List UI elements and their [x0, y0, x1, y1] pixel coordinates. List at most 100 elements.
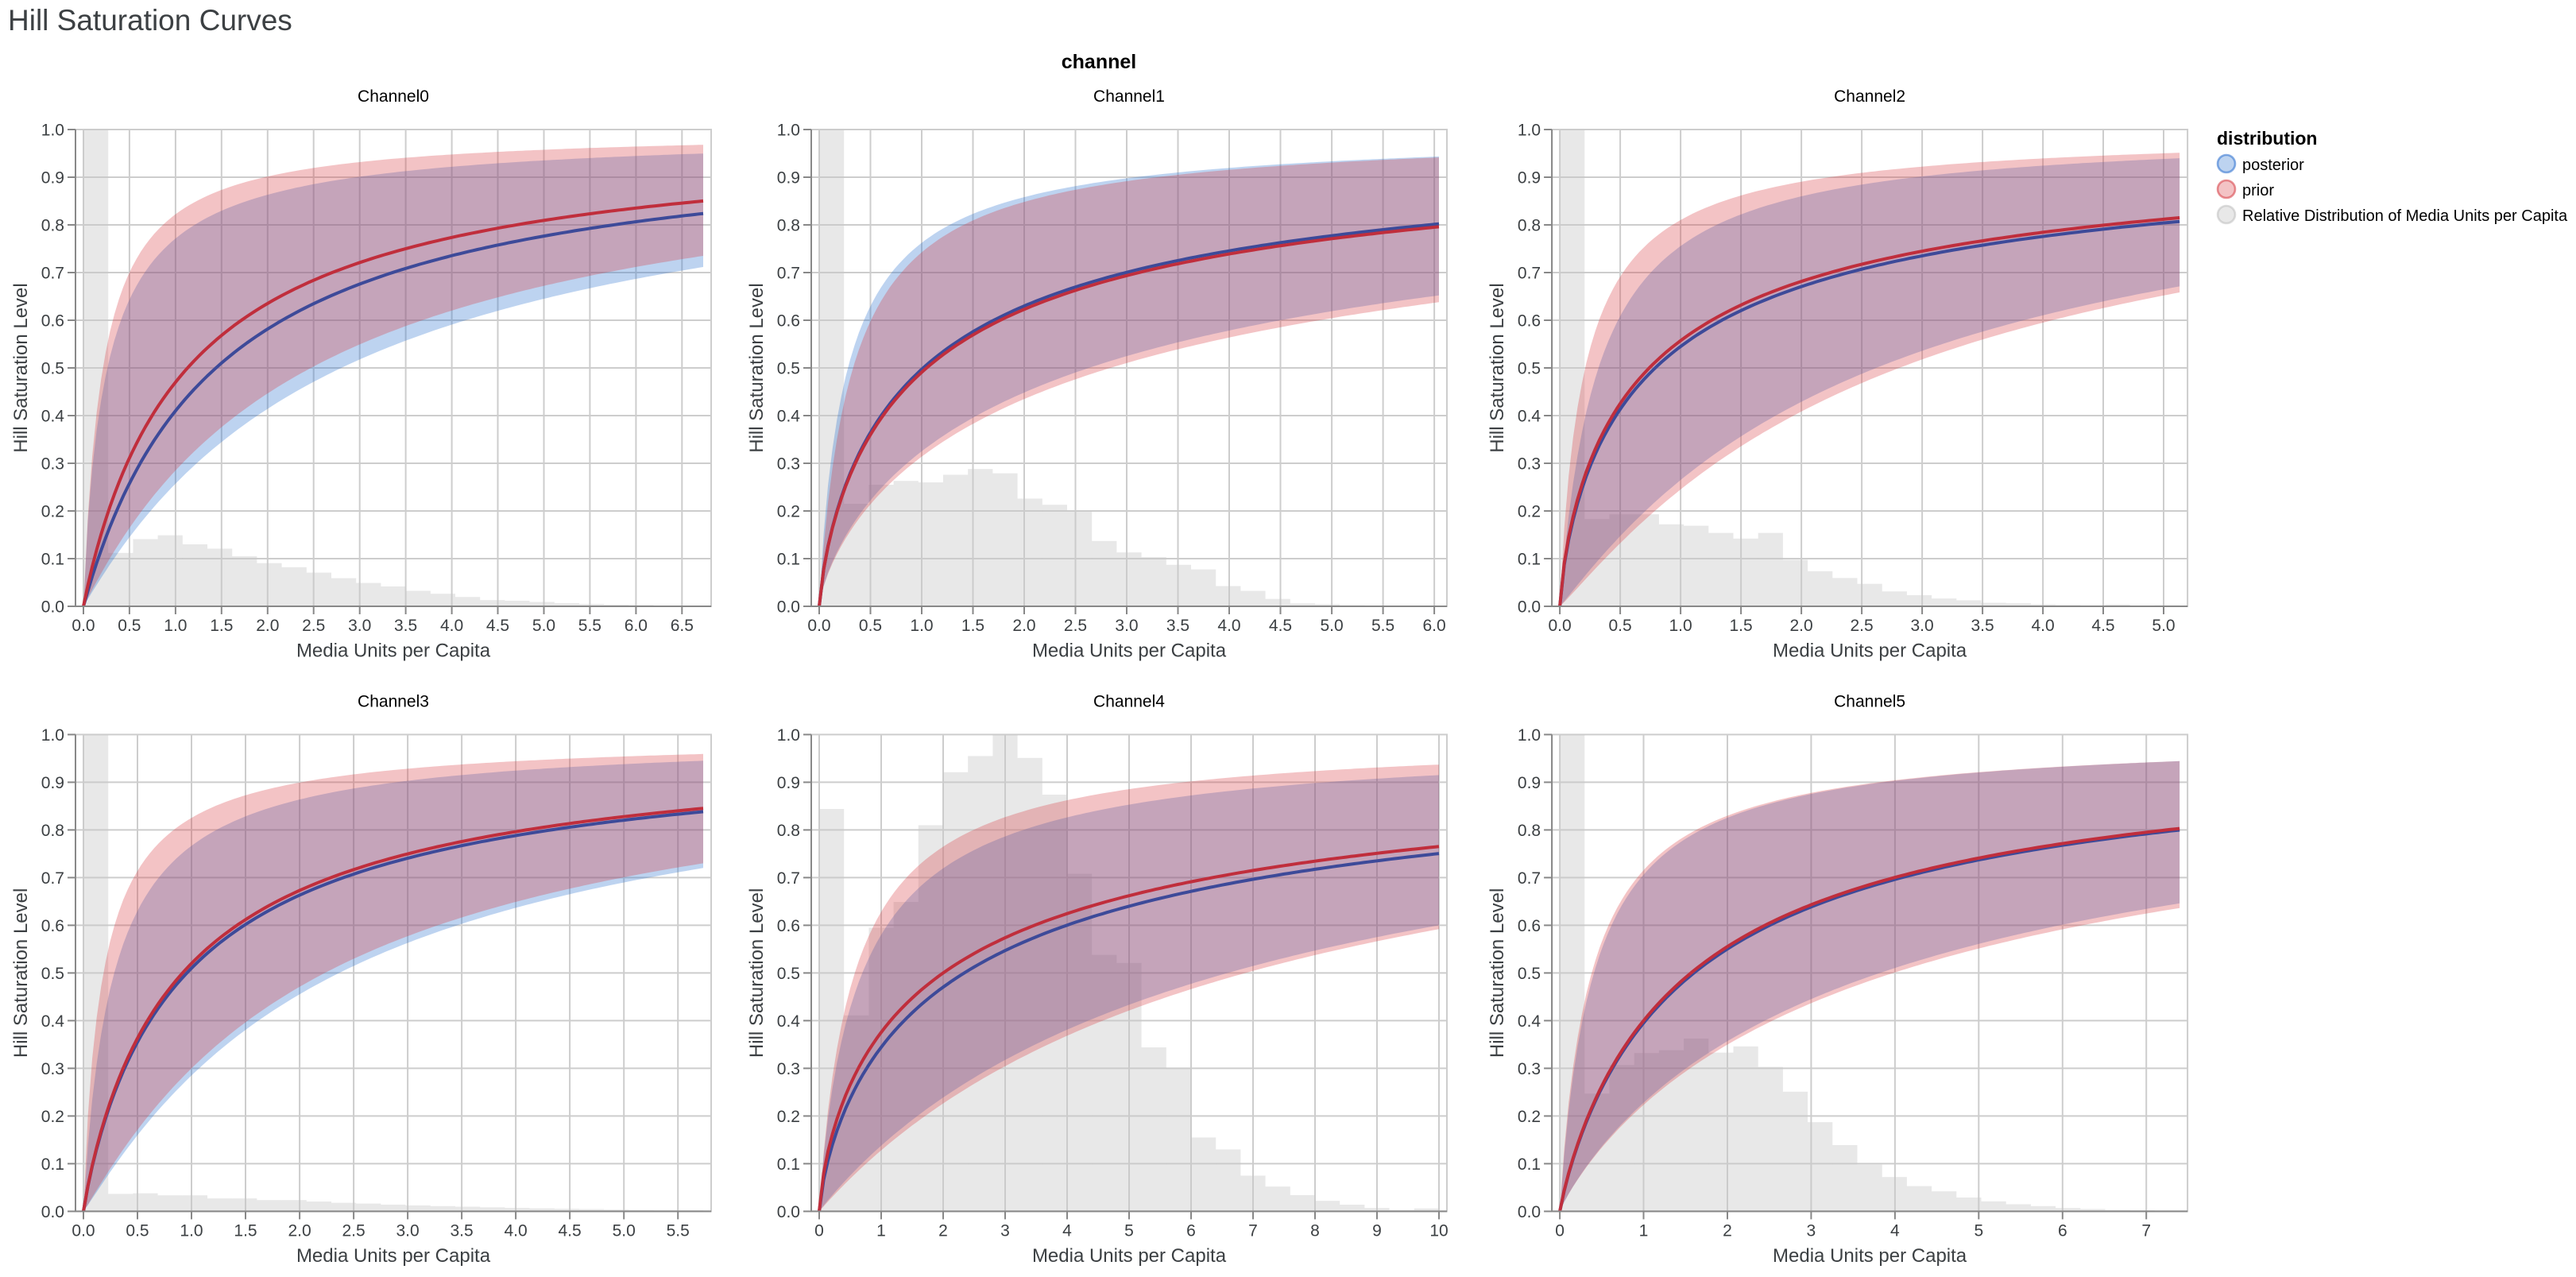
svg-text:2.0: 2.0 — [256, 617, 279, 635]
svg-text:prior: prior — [2242, 182, 2274, 199]
svg-text:Media Units per Capita: Media Units per Capita — [296, 640, 491, 662]
svg-text:0.8: 0.8 — [1518, 217, 1541, 235]
svg-text:0.7: 0.7 — [1518, 869, 1541, 888]
svg-text:2: 2 — [1723, 1221, 1732, 1240]
svg-text:0.9: 0.9 — [1518, 169, 1541, 188]
svg-text:0.4: 0.4 — [41, 408, 65, 426]
svg-text:1.0: 1.0 — [180, 1221, 203, 1240]
svg-text:1: 1 — [876, 1221, 886, 1240]
svg-text:6: 6 — [2058, 1221, 2067, 1240]
svg-text:0.9: 0.9 — [777, 774, 800, 792]
svg-text:0.7: 0.7 — [1518, 265, 1541, 283]
svg-text:0: 0 — [1555, 1221, 1565, 1240]
svg-text:5.0: 5.0 — [2152, 617, 2175, 635]
svg-text:6.5: 6.5 — [671, 617, 694, 635]
svg-text:1.0: 1.0 — [777, 726, 800, 745]
svg-text:0.5: 0.5 — [1518, 360, 1541, 378]
svg-text:0.7: 0.7 — [41, 869, 64, 888]
svg-text:0.0: 0.0 — [72, 617, 95, 635]
svg-text:4.0: 4.0 — [504, 1221, 527, 1240]
svg-text:0.0: 0.0 — [72, 1221, 95, 1240]
svg-text:4.0: 4.0 — [440, 617, 463, 635]
svg-text:3.0: 3.0 — [1115, 617, 1138, 635]
svg-text:Media Units per Capita: Media Units per Capita — [1773, 640, 1967, 662]
svg-text:4.5: 4.5 — [558, 1221, 581, 1240]
svg-text:0.8: 0.8 — [1518, 822, 1541, 840]
svg-text:0.3: 0.3 — [777, 455, 800, 474]
svg-text:Channel4: Channel4 — [1093, 692, 1165, 710]
svg-text:0.1: 0.1 — [1518, 1155, 1541, 1174]
svg-text:2.0: 2.0 — [1012, 617, 1035, 635]
svg-text:Hill Saturation Level: Hill Saturation Level — [746, 283, 768, 452]
svg-text:2: 2 — [938, 1221, 948, 1240]
svg-text:9: 9 — [1372, 1221, 1382, 1240]
svg-text:4: 4 — [1890, 1221, 1900, 1240]
svg-text:0.9: 0.9 — [1518, 774, 1541, 792]
svg-text:Channel1: Channel1 — [1093, 87, 1165, 106]
svg-text:0.8: 0.8 — [41, 822, 64, 840]
svg-text:0.4: 0.4 — [777, 408, 801, 426]
svg-text:0.2: 0.2 — [777, 503, 800, 521]
svg-text:Media Units per Capita: Media Units per Capita — [296, 1245, 491, 1267]
svg-text:0.7: 0.7 — [777, 265, 800, 283]
svg-text:6.0: 6.0 — [625, 617, 648, 635]
svg-text:Hill Saturation Level: Hill Saturation Level — [746, 888, 768, 1058]
svg-text:0: 0 — [814, 1221, 824, 1240]
svg-text:5.5: 5.5 — [1371, 617, 1394, 635]
svg-text:0.0: 0.0 — [1518, 1203, 1541, 1221]
svg-text:1.5: 1.5 — [210, 617, 233, 635]
svg-text:posterior: posterior — [2242, 157, 2304, 174]
svg-text:0.4: 0.4 — [41, 1012, 65, 1031]
svg-text:4.5: 4.5 — [2091, 617, 2114, 635]
svg-text:0.1: 0.1 — [41, 1155, 64, 1174]
svg-text:0.5: 0.5 — [1608, 617, 1631, 635]
svg-text:10: 10 — [1429, 1221, 1448, 1240]
svg-text:0.1: 0.1 — [41, 551, 64, 569]
svg-text:Media Units per Capita: Media Units per Capita — [1773, 1245, 1967, 1267]
svg-text:0.0: 0.0 — [41, 598, 64, 617]
svg-text:2.5: 2.5 — [1850, 617, 1873, 635]
svg-text:Channel3: Channel3 — [358, 692, 429, 710]
svg-text:0.2: 0.2 — [41, 1108, 64, 1126]
svg-text:7: 7 — [2141, 1221, 2151, 1240]
svg-text:0.0: 0.0 — [807, 617, 830, 635]
svg-text:1.5: 1.5 — [1729, 617, 1752, 635]
svg-text:0.5: 0.5 — [777, 360, 800, 378]
svg-text:3.5: 3.5 — [1971, 617, 1994, 635]
svg-text:0.4: 0.4 — [777, 1012, 801, 1031]
svg-text:1.0: 1.0 — [1518, 726, 1541, 745]
svg-text:4.0: 4.0 — [2031, 617, 2054, 635]
svg-text:3.5: 3.5 — [394, 617, 417, 635]
svg-text:0.5: 0.5 — [118, 617, 141, 635]
svg-text:5.5: 5.5 — [667, 1221, 690, 1240]
svg-text:1.0: 1.0 — [1669, 617, 1692, 635]
svg-text:7: 7 — [1248, 1221, 1258, 1240]
svg-text:0.5: 0.5 — [126, 1221, 149, 1240]
svg-text:0.4: 0.4 — [1518, 408, 1541, 426]
svg-text:3.0: 3.0 — [1910, 617, 1933, 635]
svg-text:0.6: 0.6 — [1518, 312, 1541, 331]
svg-text:Hill Saturation Level: Hill Saturation Level — [10, 283, 32, 452]
svg-text:Hill Saturation Level: Hill Saturation Level — [10, 888, 32, 1058]
svg-text:3.5: 3.5 — [450, 1221, 473, 1240]
svg-text:0.0: 0.0 — [777, 598, 800, 617]
svg-text:3.5: 3.5 — [1166, 617, 1189, 635]
svg-text:8: 8 — [1310, 1221, 1320, 1240]
svg-text:0.5: 0.5 — [41, 360, 64, 378]
svg-text:0.3: 0.3 — [1518, 1060, 1541, 1078]
svg-text:0.1: 0.1 — [777, 1155, 800, 1174]
svg-text:0.8: 0.8 — [777, 217, 800, 235]
svg-text:5.0: 5.0 — [1320, 617, 1343, 635]
svg-text:Channel5: Channel5 — [1834, 692, 1905, 710]
svg-text:1.0: 1.0 — [164, 617, 187, 635]
svg-text:0.5: 0.5 — [41, 965, 64, 983]
svg-text:3: 3 — [1000, 1221, 1010, 1240]
svg-text:0.0: 0.0 — [41, 1203, 64, 1221]
svg-text:0.6: 0.6 — [41, 917, 64, 935]
svg-text:0.7: 0.7 — [777, 869, 800, 888]
svg-text:0.2: 0.2 — [1518, 503, 1541, 521]
svg-text:0.9: 0.9 — [777, 169, 800, 188]
svg-text:channel: channel — [1062, 51, 1136, 73]
svg-text:5.0: 5.0 — [613, 1221, 636, 1240]
svg-text:distribution: distribution — [2217, 128, 2317, 149]
